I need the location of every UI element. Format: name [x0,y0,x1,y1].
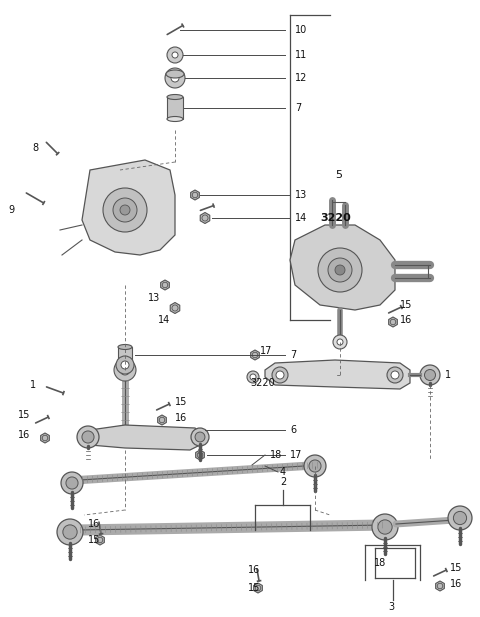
Text: 18: 18 [374,558,386,568]
Circle shape [387,367,403,383]
Ellipse shape [118,344,132,349]
Polygon shape [389,317,397,327]
Ellipse shape [167,94,183,99]
Circle shape [304,455,326,477]
Text: 5: 5 [335,170,342,180]
Circle shape [103,188,147,232]
Bar [167,97,183,119]
Text: 4: 4 [280,467,286,477]
Text: 12: 12 [295,73,307,83]
Circle shape [167,47,183,63]
Text: 17: 17 [260,346,272,356]
Text: 7: 7 [290,350,296,360]
Circle shape [191,428,209,446]
Circle shape [66,477,78,489]
Circle shape [77,426,99,448]
Text: 15: 15 [400,300,412,310]
Polygon shape [157,415,167,425]
Text: 16: 16 [18,430,30,440]
Circle shape [337,339,343,345]
Circle shape [372,514,398,540]
Polygon shape [170,302,180,313]
Text: 15: 15 [175,397,187,407]
Polygon shape [191,190,199,200]
Text: 10: 10 [295,25,307,35]
Text: 16: 16 [88,519,100,529]
Bar [118,347,132,363]
Polygon shape [96,535,104,545]
Circle shape [114,359,136,381]
Circle shape [121,361,129,369]
Circle shape [172,52,178,58]
Polygon shape [85,425,205,450]
Text: 7: 7 [295,103,301,113]
Text: 16: 16 [175,413,187,423]
Circle shape [116,356,134,374]
Polygon shape [265,360,410,389]
Text: 3220: 3220 [250,378,275,388]
Polygon shape [290,225,395,310]
Polygon shape [251,350,259,360]
Text: 2: 2 [280,477,286,487]
Circle shape [247,371,259,383]
Text: 3220: 3220 [320,213,351,223]
Text: 1: 1 [30,380,36,390]
Circle shape [61,472,83,494]
Polygon shape [436,581,444,591]
Text: 15: 15 [88,535,100,545]
Circle shape [120,365,130,375]
Circle shape [335,265,345,275]
Circle shape [391,371,399,379]
Ellipse shape [167,117,183,122]
Polygon shape [82,160,175,255]
Text: 9: 9 [8,205,14,215]
Circle shape [195,432,205,442]
Text: 1: 1 [445,370,451,380]
Text: 16: 16 [248,565,260,575]
Circle shape [309,460,321,472]
Circle shape [378,520,392,534]
Circle shape [165,68,185,88]
Circle shape [113,198,137,222]
Text: 6: 6 [290,425,296,435]
Text: 16: 16 [450,579,462,589]
Ellipse shape [118,360,132,365]
Circle shape [57,519,83,545]
Text: 13: 13 [295,190,307,200]
Circle shape [448,506,472,530]
Text: 8: 8 [32,143,38,153]
Text: 14: 14 [158,315,170,325]
Ellipse shape [166,70,184,78]
Text: 11: 11 [295,50,307,60]
Circle shape [328,258,352,282]
Circle shape [120,205,130,215]
Circle shape [333,335,347,349]
Text: 3: 3 [388,602,394,612]
Polygon shape [196,450,204,460]
Circle shape [63,525,77,539]
Text: 15: 15 [248,583,260,593]
Circle shape [420,365,440,385]
Polygon shape [41,433,49,443]
Text: 18: 18 [270,450,282,460]
Circle shape [454,511,467,524]
Polygon shape [200,212,210,223]
Text: 16: 16 [400,315,412,325]
Polygon shape [253,583,263,593]
Circle shape [318,248,362,292]
Circle shape [272,367,288,383]
Text: 15: 15 [18,410,30,420]
Circle shape [276,371,284,379]
Text: 14: 14 [295,213,307,223]
Text: 13: 13 [148,293,160,303]
Circle shape [424,370,435,381]
Circle shape [250,374,256,380]
Circle shape [171,74,179,82]
Text: 17: 17 [290,450,302,460]
Circle shape [82,431,94,443]
Text: 15: 15 [450,563,462,573]
Polygon shape [161,280,169,290]
